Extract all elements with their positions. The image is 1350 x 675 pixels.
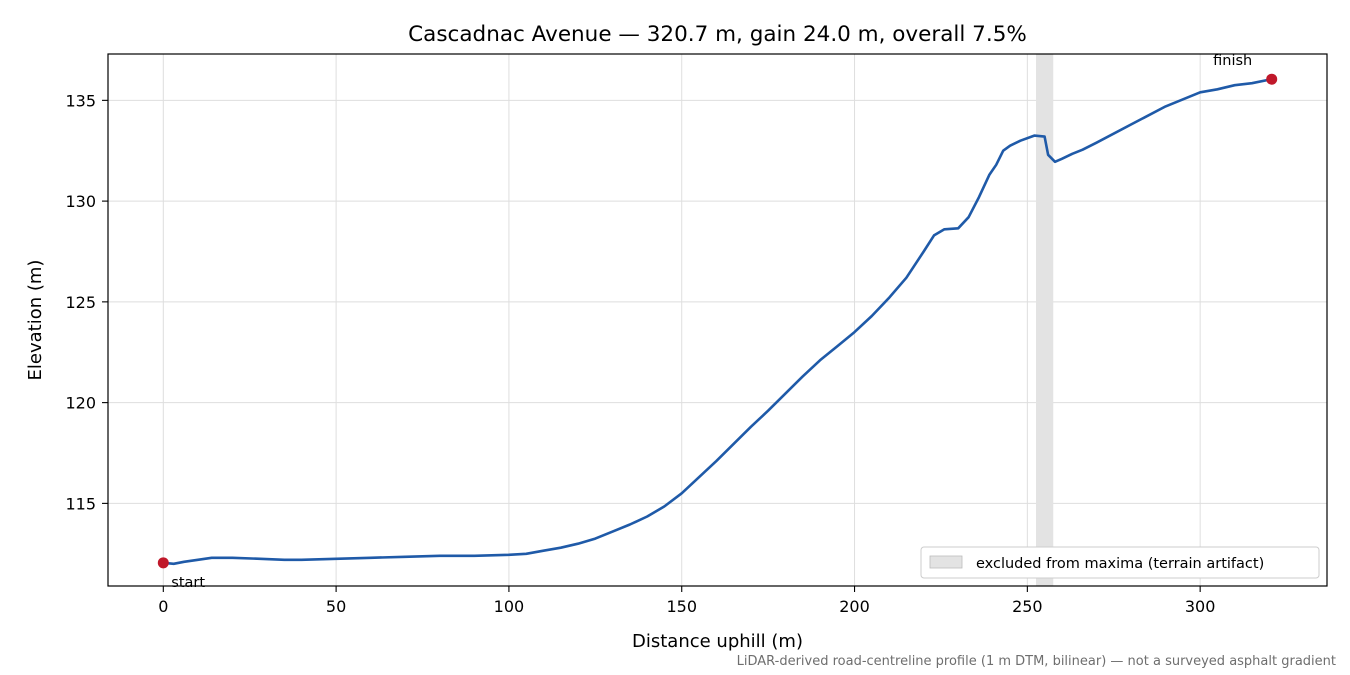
x-tick-label: 250 <box>1012 597 1043 616</box>
y-tick-label: 130 <box>65 192 96 211</box>
y-tick-label: 125 <box>65 293 96 312</box>
y-tick-label: 120 <box>65 394 96 413</box>
legend-box <box>920 546 1320 579</box>
finish-marker <box>1266 73 1278 85</box>
elevation-series-line <box>163 77 1272 566</box>
start-marker <box>157 557 169 569</box>
chart-title: Cascadnac Avenue — 320.7 m, gain 24.0 m,… <box>408 22 1027 47</box>
x-tick-label: 100 <box>494 597 525 616</box>
legend-swatch-excluded <box>929 555 963 569</box>
legend: excluded from maxima (terrain artifact) <box>920 546 1320 579</box>
x-axis-title: Distance uphill (m) <box>632 631 803 652</box>
start-label: start <box>171 575 205 591</box>
y-tick-label: 135 <box>65 91 96 110</box>
plot-frame <box>107 53 1328 587</box>
grid <box>108 54 1327 586</box>
x-tick-label: 0 <box>158 597 168 616</box>
legend-entry-excluded: excluded from maxima (terrain artifact) <box>976 556 1264 572</box>
x-tick-label: 300 <box>1185 597 1216 616</box>
finish-label: finish <box>1213 53 1252 69</box>
x-axis: 0 50 100 150 200 250 300 <box>158 586 1215 616</box>
y-axis-title: Elevation (m) <box>25 260 46 381</box>
footnote: LiDAR-derived road-centreline profile (1… <box>737 654 1336 669</box>
x-tick-label: 150 <box>666 597 697 616</box>
x-tick-label: 50 <box>326 597 346 616</box>
y-axis: 115 120 125 130 135 <box>65 91 108 513</box>
excluded-band <box>1035 54 1054 586</box>
x-tick-label: 200 <box>839 597 870 616</box>
y-tick-label: 115 <box>65 494 96 513</box>
